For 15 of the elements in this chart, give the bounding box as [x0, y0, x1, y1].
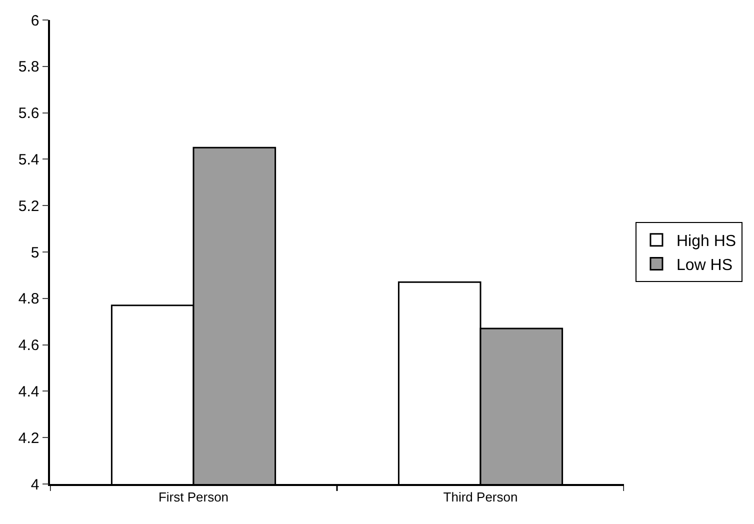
- x-tick-label: Third Person: [443, 489, 518, 504]
- y-tick-label: 5.6: [18, 105, 40, 122]
- y-tick-label: 4.4: [18, 383, 40, 400]
- y-tick-label: 5: [30, 244, 40, 262]
- legend-label: Low HS: [676, 256, 733, 274]
- x-tick-label: First Person: [158, 489, 229, 504]
- y-tick-label: 5.4: [18, 151, 40, 168]
- y-tick-label: 5.8: [18, 58, 40, 76]
- y-tick-label: 5.2: [18, 198, 40, 215]
- legend-label: High HS: [676, 233, 736, 250]
- y-tick-label: 4: [30, 476, 40, 494]
- y-tick-label: 4.8: [18, 290, 40, 308]
- y-tick-label: 4.6: [18, 337, 40, 354]
- y-tick-label: 4.2: [18, 430, 40, 447]
- y-tick-label: 6: [30, 12, 40, 30]
